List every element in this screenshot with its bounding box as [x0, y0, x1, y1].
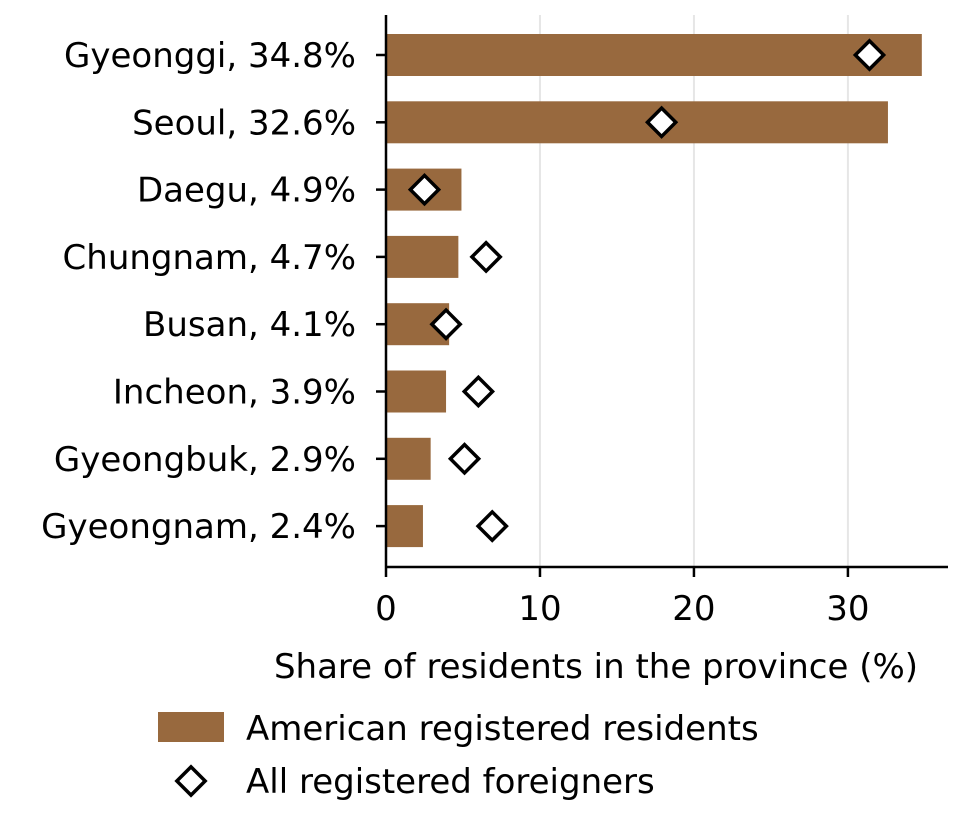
- legend-label-diamond: All registered foreigners: [246, 762, 655, 802]
- x-tick-label: 10: [518, 589, 561, 629]
- x-tick-label: 30: [826, 589, 869, 629]
- category-label: Gyeonggi, 34.8%: [64, 36, 356, 76]
- diamond-markers: [407, 38, 887, 543]
- diamond-marker: [447, 442, 482, 476]
- gridlines: [538, 15, 849, 567]
- bar: [386, 235, 459, 278]
- bar: [386, 34, 922, 76]
- category-label: Seoul, 32.6%: [132, 103, 356, 143]
- diamond-marker: [407, 172, 442, 207]
- diamond-marker: [469, 240, 503, 274]
- x-tick-label: 0: [375, 589, 397, 629]
- legend-swatch-bars: [158, 712, 224, 742]
- category-labels: Gyeonggi, 34.8% Seoul, 32.6% Daegu, 4.9% Ch…: [41, 36, 386, 547]
- category-label: Gyeongnam, 2.4%: [41, 507, 356, 547]
- bar: [386, 437, 431, 480]
- bar: [386, 370, 447, 413]
- x-tick-label: 20: [672, 589, 715, 629]
- legend: American registered residents All regist…: [158, 709, 759, 802]
- category-label: Daegu, 4.9%: [137, 171, 356, 211]
- diamond-marker: [644, 105, 679, 139]
- legend-label-bars: American registered residents: [246, 709, 759, 749]
- bar: [386, 505, 423, 548]
- axes: [384, 15, 948, 569]
- diamond-marker: [852, 38, 887, 72]
- category-label: Gyeongbuk, 2.9%: [54, 440, 356, 480]
- diamond-marker: [475, 509, 509, 543]
- diamond-marker: [429, 307, 463, 341]
- diamond-marker: [461, 374, 496, 409]
- category-label: Chungnam, 4.7%: [63, 238, 356, 278]
- bars: [386, 34, 922, 548]
- legend-swatch-diamond: [174, 764, 208, 798]
- bar: [386, 101, 888, 144]
- x-ticks: 0 10 20 30: [375, 567, 870, 629]
- category-label: Incheon, 3.9%: [113, 373, 356, 413]
- category-label: Busan, 4.1%: [143, 305, 356, 345]
- x-axis-title: Share of residents in the province (%): [274, 647, 918, 687]
